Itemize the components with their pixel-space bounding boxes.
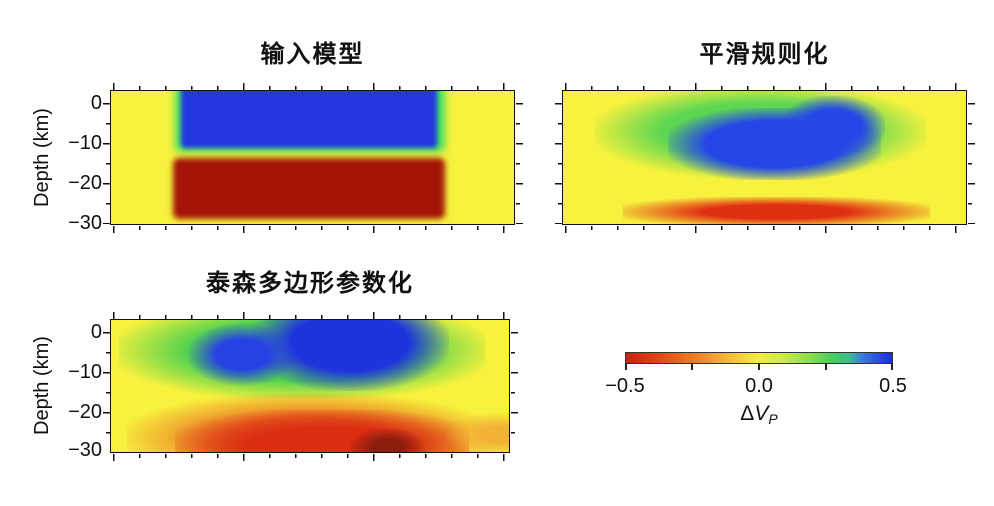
panel-voronoi-parameterization bbox=[102, 311, 518, 461]
colorbar-tick bbox=[691, 363, 693, 370]
colorbar-tick bbox=[825, 363, 827, 370]
y-ticks-left bbox=[102, 320, 110, 452]
x-ticks-bottom bbox=[563, 225, 966, 233]
y-tick-label: 0 bbox=[90, 321, 102, 343]
colorbar-tick-label-zero: 0.0 bbox=[745, 375, 773, 397]
heatmap-voronoi-parameterization bbox=[111, 320, 509, 452]
recovered-blue-anomaly-lobe bbox=[780, 96, 886, 158]
positive-anomaly-blue-box bbox=[180, 91, 437, 149]
y-tick-label: 0 bbox=[90, 92, 102, 114]
orange-corner-tint bbox=[445, 412, 509, 452]
colorbar-tick bbox=[625, 363, 627, 370]
delta-symbol: Δ bbox=[740, 402, 755, 425]
y-tick-label: −30 bbox=[68, 212, 102, 234]
x-ticks-bottom bbox=[111, 453, 509, 461]
x-ticks-top bbox=[111, 311, 509, 319]
colorbar-tick bbox=[891, 363, 893, 370]
recovered-red-anomaly bbox=[623, 197, 930, 224]
y-tick-label: −30 bbox=[68, 439, 102, 461]
y-ticks-right bbox=[967, 91, 975, 224]
y-tick-label: −10 bbox=[68, 361, 102, 383]
y-ticks-left bbox=[102, 91, 110, 224]
dark-red-core bbox=[349, 428, 426, 452]
panel-input-model bbox=[102, 82, 523, 233]
y-tick-label: −20 bbox=[68, 401, 102, 423]
x-ticks-top bbox=[563, 82, 966, 90]
panel-title-input-model: 输入模型 bbox=[260, 41, 365, 68]
x-ticks-bottom bbox=[111, 225, 514, 233]
p-subscript: P bbox=[768, 411, 778, 427]
colorbar-tick bbox=[758, 363, 760, 370]
panel-smooth-regularization bbox=[554, 82, 975, 233]
y-tick-label: −10 bbox=[68, 132, 102, 154]
colorbar-label-dvp: ΔVP bbox=[679, 401, 839, 427]
x-ticks-top bbox=[111, 82, 514, 90]
colorbar-tick-label-max: 0.5 bbox=[879, 375, 907, 397]
colorbar-tick-label-min: −0.5 bbox=[605, 375, 645, 397]
negative-anomaly-red-box bbox=[172, 157, 445, 220]
velocity-symbol: V bbox=[754, 402, 769, 425]
y-ticks-right bbox=[515, 91, 523, 224]
heatmap-smooth-regularization bbox=[563, 91, 966, 224]
y-ticks-left bbox=[554, 91, 562, 224]
y-ticks-right bbox=[510, 320, 518, 452]
recovered-blue-anomaly-left bbox=[186, 322, 299, 386]
y-tick-label: −20 bbox=[68, 172, 102, 194]
panel-title-smooth-regularization: 平滑规则化 bbox=[699, 41, 830, 68]
heatmap-input-model bbox=[111, 91, 514, 224]
panel-title-voronoi-parameterization: 泰森多边形参数化 bbox=[206, 270, 414, 297]
